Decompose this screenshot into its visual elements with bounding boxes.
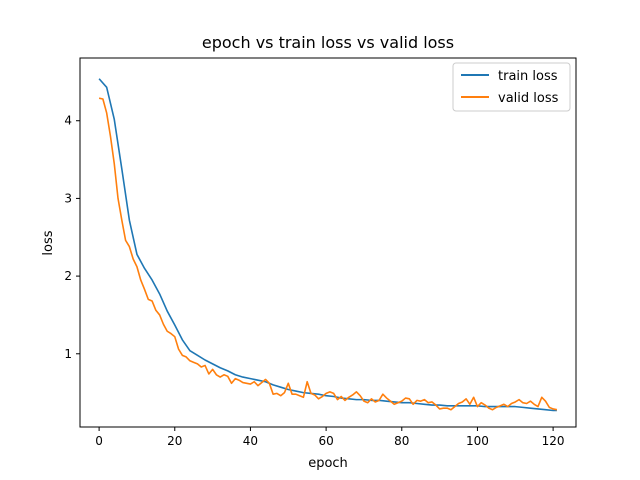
- x-tick-label: 20: [167, 434, 182, 448]
- x-tick-label: 120: [542, 434, 565, 448]
- plot-frame: [79, 57, 577, 428]
- legend-label-train-loss: train loss: [498, 69, 558, 84]
- legend: train loss valid loss: [452, 62, 571, 112]
- x-tick-label: 40: [243, 434, 258, 448]
- y-tick-label: 4: [64, 114, 72, 128]
- y-tick-label: 1: [64, 347, 72, 361]
- y-tick-label: 3: [64, 191, 72, 205]
- series-layer: [98, 78, 558, 412]
- legend-label-valid-loss: valid loss: [498, 91, 559, 106]
- y-tick-label: 2: [64, 269, 72, 283]
- ticks-layer: 0 20 40 60 80 100 120 1 2 3 4: [64, 114, 564, 448]
- chart-title: epoch vs train loss vs valid loss: [202, 33, 454, 52]
- series-line-valid-loss: [98, 97, 558, 411]
- x-tick-label: 80: [394, 434, 409, 448]
- x-axis-label: epoch: [308, 456, 348, 471]
- x-tick-label: 0: [95, 434, 103, 448]
- series-line-train-loss: [98, 78, 557, 412]
- x-tick-label: 100: [466, 434, 489, 448]
- y-axis-label: loss: [41, 230, 56, 255]
- x-tick-label: 60: [318, 434, 333, 448]
